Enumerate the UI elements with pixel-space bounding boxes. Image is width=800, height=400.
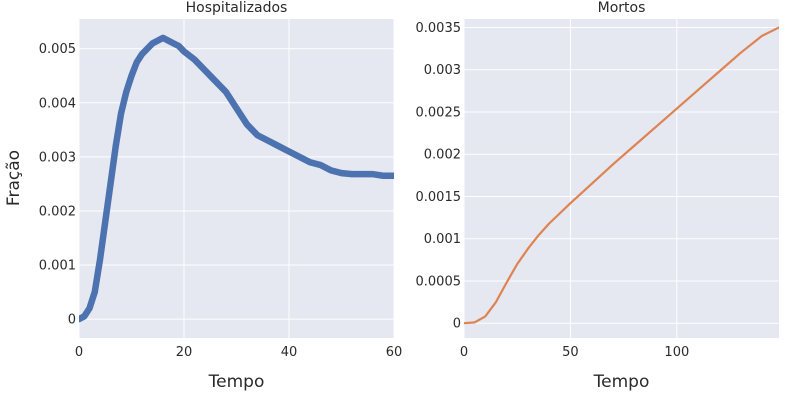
y-tick-label: 0.0005 (416, 274, 462, 289)
y-tick-label: 0.003 (39, 150, 76, 165)
x-axis-title: Tempo (593, 372, 650, 392)
y-tick-label: 0.001 (424, 232, 461, 247)
panel-hospitalizados: 0 0.001 0.002 0.003 0.004 0.005 0 20 40 60 Hospita… (39, 0, 402, 392)
panel-title: Mortos (598, 0, 646, 16)
panel-mortos: 0 0.0005 0.001 0.0015 0.002 0.0025 0.003 0.0035… (416, 0, 779, 392)
x-axis-title: Tempo (208, 372, 265, 392)
y-tick-label: 0 (453, 317, 461, 332)
y-tick-label: 0.004 (39, 96, 76, 111)
y-tick-label: 0.0025 (416, 105, 462, 120)
x-tick-label: 60 (386, 345, 403, 360)
panel-title: Hospitalizados (186, 0, 288, 16)
y-tick-label: 0.0015 (416, 190, 462, 205)
x-tick-label: 100 (664, 345, 689, 360)
x-tick-label: 50 (562, 345, 579, 360)
x-tick-label: 20 (176, 345, 193, 360)
y-tick-label: 0 (68, 313, 76, 328)
y-tick-label: 0.003 (424, 63, 461, 78)
plot-area (464, 19, 779, 338)
y-tick-label: 0.002 (39, 204, 76, 219)
x-tick-label: 0 (75, 345, 83, 360)
y-tick-label: 0.0035 (416, 21, 462, 36)
y-axis-title: Fração (4, 150, 24, 206)
series-line-hospitalizados (79, 34, 394, 323)
x-tick-label: 0 (460, 345, 468, 360)
y-tick-label: 0.001 (39, 259, 76, 274)
y-tick-label: 0.005 (39, 42, 76, 57)
series-line-mortos (464, 26, 779, 325)
x-tick-label: 40 (281, 345, 298, 360)
plot-area (79, 19, 394, 338)
y-tick-label: 0.002 (424, 148, 461, 163)
